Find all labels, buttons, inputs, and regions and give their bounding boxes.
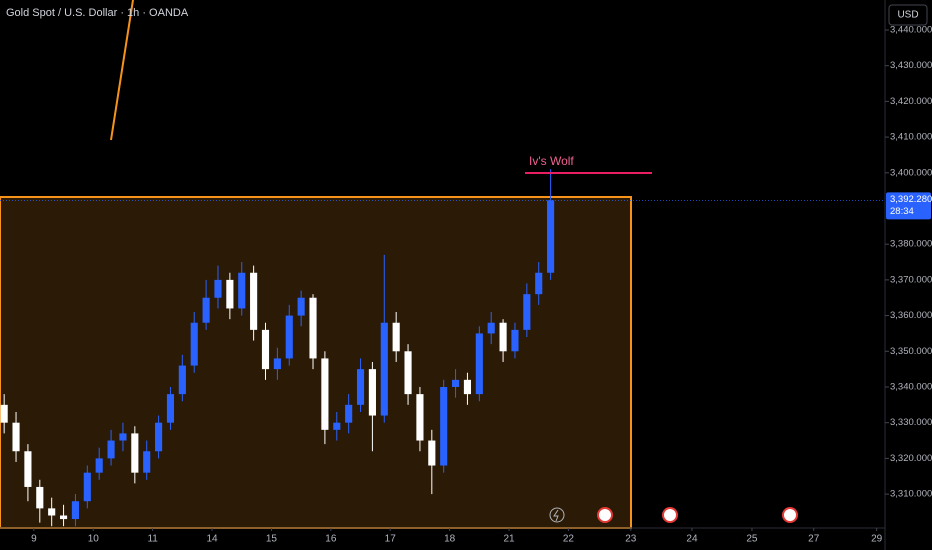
candle-body bbox=[463, 379, 472, 395]
candle-body bbox=[36, 486, 44, 509]
x-tick-label: 29 bbox=[871, 534, 883, 545]
event-icon[interactable] bbox=[782, 507, 798, 523]
candle-body bbox=[535, 272, 543, 295]
x-tick-label: 23 bbox=[625, 534, 637, 545]
candle-body bbox=[166, 394, 175, 423]
x-tick-label: 21 bbox=[503, 534, 515, 545]
candle-body bbox=[511, 329, 519, 352]
candle-body bbox=[261, 329, 270, 370]
candle-body bbox=[333, 422, 341, 430]
y-tick-label: 3,340.000 bbox=[890, 382, 932, 393]
candle-body bbox=[380, 322, 388, 416]
event-icons bbox=[549, 507, 798, 523]
candle-body bbox=[0, 404, 8, 423]
candle-body bbox=[143, 451, 151, 473]
candle-body bbox=[190, 322, 198, 366]
candle-body bbox=[309, 297, 317, 359]
x-tick-label: 22 bbox=[563, 534, 575, 545]
y-tick-label: 3,360.000 bbox=[890, 310, 932, 321]
x-tick-label: 15 bbox=[266, 534, 278, 545]
currency-label[interactable]: USD bbox=[897, 10, 918, 21]
candle-body bbox=[226, 279, 234, 309]
x-tick-label: 11 bbox=[147, 534, 158, 545]
last-price-label: 3,392.280 bbox=[890, 194, 932, 205]
candle-body bbox=[487, 322, 495, 334]
chart-title: Gold Spot / U.S. Dollar · 1h · OANDA bbox=[6, 7, 189, 19]
candle-body bbox=[83, 472, 91, 502]
candle-body bbox=[214, 279, 222, 298]
candle-body bbox=[440, 386, 448, 466]
candle-body bbox=[202, 297, 210, 323]
event-icon[interactable] bbox=[662, 507, 678, 523]
candle-body bbox=[131, 433, 139, 473]
y-tick-label: 3,350.000 bbox=[890, 346, 932, 357]
y-tick-label: 3,310.000 bbox=[890, 489, 932, 500]
candle-body bbox=[392, 322, 400, 352]
candle-body bbox=[119, 433, 127, 441]
y-tick-label: 3,440.000 bbox=[890, 25, 932, 36]
candle-body bbox=[59, 515, 68, 520]
candle-body bbox=[499, 322, 507, 352]
candle-body bbox=[297, 297, 305, 316]
y-tick-label: 3,320.000 bbox=[890, 453, 932, 464]
candle-body bbox=[428, 440, 436, 466]
currency-button[interactable] bbox=[888, 4, 928, 26]
candle-body bbox=[238, 272, 246, 309]
candle-body bbox=[368, 369, 376, 416]
candle-body bbox=[12, 422, 20, 452]
candle-body bbox=[452, 379, 460, 387]
y-tick-label: 3,420.000 bbox=[890, 96, 932, 107]
x-tick-label: 16 bbox=[325, 534, 337, 545]
x-tick-label: 18 bbox=[444, 534, 456, 545]
candle-body bbox=[404, 351, 412, 395]
x-tick-label: 17 bbox=[385, 534, 397, 545]
candle-body bbox=[547, 200, 555, 273]
x-tick-label: 9 bbox=[31, 534, 37, 545]
x-tick-label: 27 bbox=[808, 534, 820, 545]
y-tick-label: 3,430.000 bbox=[890, 60, 932, 71]
x-tick-label: 24 bbox=[686, 534, 698, 545]
zone-box bbox=[0, 196, 632, 529]
y-tick-label: 3,330.000 bbox=[890, 417, 932, 428]
candle-body bbox=[475, 333, 483, 395]
candle-body bbox=[285, 315, 293, 359]
candle-body bbox=[24, 451, 32, 487]
y-tick-label: 3,380.000 bbox=[890, 239, 932, 250]
x-tick-label: 14 bbox=[206, 534, 218, 545]
candle-body bbox=[356, 369, 365, 405]
event-icon[interactable] bbox=[597, 507, 613, 523]
trend-line bbox=[110, 0, 134, 141]
annotation-text: Iv's Wolf bbox=[529, 154, 574, 168]
y-tick-label: 3,400.000 bbox=[890, 167, 932, 178]
last-price-box bbox=[886, 192, 931, 220]
candle-body bbox=[71, 501, 79, 520]
candle-body bbox=[416, 394, 424, 441]
event-icon[interactable] bbox=[549, 507, 565, 523]
candle-body bbox=[155, 422, 163, 452]
event-glyph bbox=[553, 509, 559, 522]
candle-body bbox=[321, 358, 329, 430]
countdown: 28:34 bbox=[890, 206, 914, 217]
candle-body bbox=[273, 358, 281, 370]
y-tick-label: 3,370.000 bbox=[890, 274, 932, 285]
candle-body bbox=[95, 458, 103, 473]
candle-body bbox=[48, 508, 56, 516]
candle-body bbox=[178, 365, 186, 395]
candle-body bbox=[523, 294, 531, 330]
x-tick-label: 25 bbox=[746, 534, 758, 545]
y-tick-label: 3,410.000 bbox=[890, 132, 932, 143]
candle-body bbox=[107, 440, 115, 459]
candle-body bbox=[345, 404, 353, 423]
x-tick-label: 10 bbox=[88, 534, 100, 545]
candle-body bbox=[250, 272, 258, 330]
